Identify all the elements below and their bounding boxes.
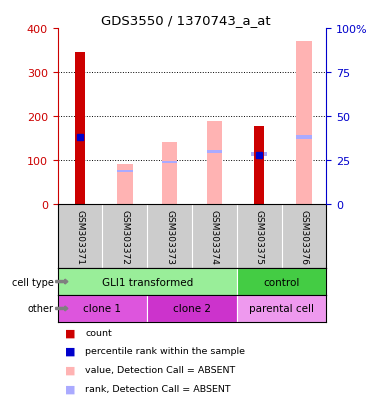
Bar xyxy=(147,295,237,322)
Bar xyxy=(162,161,177,164)
Text: rank, Detection Call = ABSENT: rank, Detection Call = ABSENT xyxy=(85,384,231,393)
Bar xyxy=(254,126,264,204)
Text: GSM303374: GSM303374 xyxy=(210,209,219,264)
Text: clone 1: clone 1 xyxy=(83,304,121,314)
Bar xyxy=(296,42,312,204)
Bar xyxy=(207,151,222,154)
Text: GDS3550 / 1370743_a_at: GDS3550 / 1370743_a_at xyxy=(101,14,270,27)
Bar xyxy=(237,295,326,322)
Bar xyxy=(207,122,222,204)
Bar xyxy=(58,268,237,295)
Text: clone 2: clone 2 xyxy=(173,304,211,314)
Bar xyxy=(237,268,326,295)
Text: control: control xyxy=(263,277,300,287)
Text: ■: ■ xyxy=(65,328,75,337)
Text: GSM303372: GSM303372 xyxy=(120,209,129,264)
Text: percentile rank within the sample: percentile rank within the sample xyxy=(85,347,245,356)
Text: cell type: cell type xyxy=(12,277,54,287)
Bar xyxy=(252,153,267,156)
Bar xyxy=(75,53,85,204)
Text: GSM303371: GSM303371 xyxy=(75,209,85,264)
Text: parental cell: parental cell xyxy=(249,304,314,314)
Text: count: count xyxy=(85,328,112,337)
Bar xyxy=(162,143,177,204)
Bar xyxy=(117,170,132,173)
Bar xyxy=(58,295,147,322)
Text: GSM303373: GSM303373 xyxy=(165,209,174,264)
Text: ■: ■ xyxy=(65,365,75,375)
Bar xyxy=(117,165,132,204)
Text: GLI1 transformed: GLI1 transformed xyxy=(102,277,193,287)
Text: GSM303375: GSM303375 xyxy=(255,209,264,264)
Bar xyxy=(296,136,312,140)
Text: value, Detection Call = ABSENT: value, Detection Call = ABSENT xyxy=(85,365,236,374)
Text: ■: ■ xyxy=(65,383,75,393)
Text: ■: ■ xyxy=(65,346,75,356)
Text: other: other xyxy=(28,304,54,314)
Text: GSM303376: GSM303376 xyxy=(299,209,309,264)
